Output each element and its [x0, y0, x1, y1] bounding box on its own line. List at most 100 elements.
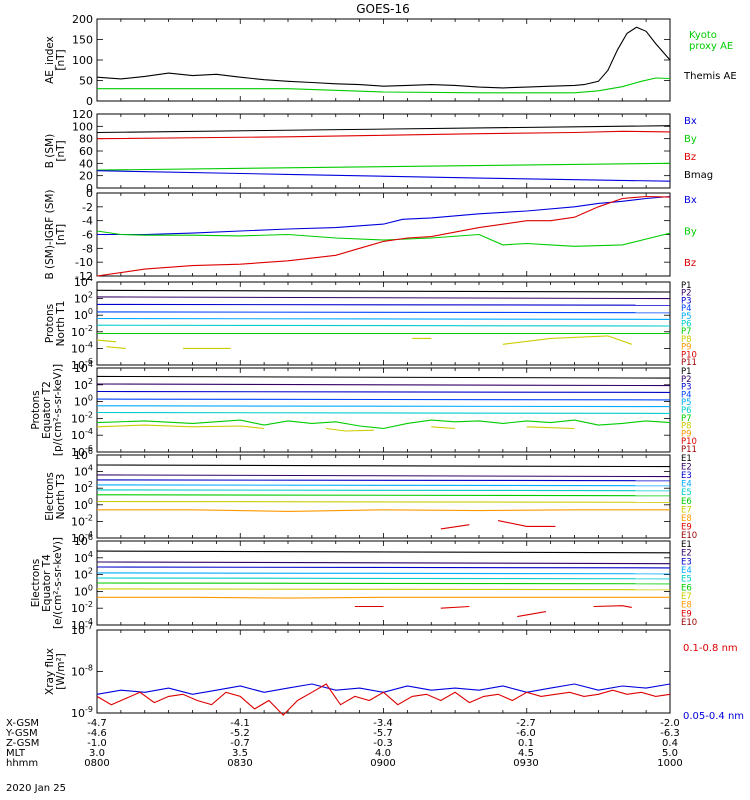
footer-row-value: -3.4: [373, 718, 393, 729]
legend-entry: E4: [681, 480, 692, 490]
y-axis-label: [e/(cm²-s-sr-keV)]: [52, 537, 64, 629]
series-e7: [96, 588, 671, 591]
legend-entry: E6: [681, 583, 692, 593]
series-p3: [96, 390, 671, 393]
series-e9a: [440, 524, 470, 530]
series-p3: [96, 303, 671, 306]
y-tick-label: 106: [74, 533, 93, 548]
legend-entry: E10: [681, 618, 697, 628]
y-tick-label: 10-8: [71, 664, 93, 679]
legend-entry: E3: [681, 557, 692, 567]
y-axis-label: [W/m²]: [55, 653, 67, 690]
y-tick-label: 120: [72, 108, 93, 121]
legend-entry: P10: [681, 350, 697, 360]
series-e4: [96, 572, 671, 575]
legend-entry: E2: [681, 549, 692, 559]
legend-entry: 0.1-0.8 nm: [683, 643, 738, 654]
panel-xray: 10-9 10-8 10-7 Xray flux [W/m²] 0.1-0.8 nm 0.0…: [44, 622, 744, 722]
series-e2: [96, 474, 671, 478]
y-tick-label: -4: [82, 215, 93, 228]
legend-entry: Bz: [684, 152, 696, 163]
y-tick-label: 100: [72, 54, 93, 67]
legend-entry: P11: [681, 445, 697, 455]
y-tick-label: -12: [75, 270, 93, 283]
y-tick-label: 106: [74, 447, 93, 462]
y-axis-label: B (SM)-IGRF (SM): [44, 189, 56, 279]
legend-entry: Bmag: [684, 170, 713, 181]
legend-entry: P7: [681, 414, 692, 424]
y-axis-label: AE_index: [44, 36, 56, 84]
y-axis-label: Electrons: [30, 559, 42, 608]
y-tick-label: 100: [74, 497, 93, 512]
y-tick-label: 104: [74, 360, 93, 375]
series-by: [96, 162, 671, 171]
legend-entry: proxy AE: [689, 41, 733, 52]
legend-entry: P2: [681, 289, 692, 299]
y-tick-label: 102: [74, 480, 93, 495]
footer-row-value: -4.1: [230, 718, 250, 729]
footer-row-value: 0930: [513, 758, 539, 769]
series-bz: [96, 195, 671, 277]
y-tick-label: 20: [79, 170, 93, 183]
series-0-1-0-8-nm: [96, 683, 671, 716]
series-p1: [96, 375, 671, 379]
y-tick-label: 10-4: [71, 530, 93, 545]
legend-entry: P7: [681, 327, 692, 337]
series-e3: [96, 479, 671, 482]
series-p5: [96, 317, 671, 320]
y-tick-label: 102: [74, 567, 93, 582]
y-axis-label: [nT]: [55, 140, 67, 161]
series-p8c: [431, 426, 456, 430]
series-bx: [97, 195, 671, 236]
y-tick-label: 104: [74, 274, 93, 289]
series-bx: [96, 170, 671, 182]
footer-row-value: -2.0: [660, 718, 680, 729]
y-axis-label: Xray flux: [44, 648, 56, 695]
y-tick-label: 10-6: [71, 444, 93, 459]
footer-row-value: -6.3: [660, 728, 680, 739]
y-tick-label: 10-4: [71, 427, 93, 442]
y-tick-label: 10-6: [71, 357, 93, 372]
panel-bsm-igrf: -12-10-8-6-4-20 B (SM)-IGRF (SM) [nT] Bx By B…: [44, 187, 697, 283]
series-bz: [96, 130, 671, 140]
legend-entry: P10: [681, 437, 697, 447]
legend-entry: P8: [681, 335, 692, 345]
footer-row-value: 4.5: [518, 748, 534, 759]
footer-row-label: hhmm: [6, 758, 39, 769]
footer-row-value: 0.1: [518, 738, 534, 749]
y-tick-label: 0: [86, 187, 93, 200]
series-e4: [96, 484, 671, 487]
series-p5: [96, 405, 671, 408]
y-tick-label: 10-2: [71, 600, 93, 615]
legend-entry: E9: [681, 522, 692, 532]
footer-row-value: 0830: [227, 758, 253, 769]
legend-entry: P11: [681, 358, 697, 368]
footer-row-value: 0800: [84, 758, 110, 769]
series-e1: [96, 464, 671, 468]
y-axis-label: North T3: [55, 474, 67, 520]
footer-row-value: 3.5: [232, 748, 248, 759]
series-e9b: [497, 520, 556, 527]
series-p8a: [96, 339, 117, 343]
series-e9d: [593, 605, 632, 608]
y-tick-label: 102: [74, 291, 93, 306]
legend-entry: E5: [681, 488, 692, 498]
legend-entry: E7: [681, 505, 692, 515]
legend-entry: P4: [681, 304, 692, 314]
footer-row-label: Z-GSM: [6, 738, 40, 749]
y-tick-label: 10-2: [71, 410, 93, 425]
series-p7: [96, 419, 671, 430]
series-e6: [96, 582, 671, 585]
legend-entry: E1: [681, 540, 692, 550]
legend-entry: E9: [681, 609, 692, 619]
series-bmag: [96, 125, 671, 134]
legend-entry: 0.05-0.4 nm: [683, 711, 744, 722]
footer-row-label: X-GSM: [6, 718, 40, 729]
y-axis-label: [p/(cm²-s-sr-keV)]: [52, 364, 64, 456]
series-p2: [96, 296, 671, 300]
legend-entry: By: [684, 227, 697, 238]
y-tick-label: -8: [82, 242, 93, 255]
